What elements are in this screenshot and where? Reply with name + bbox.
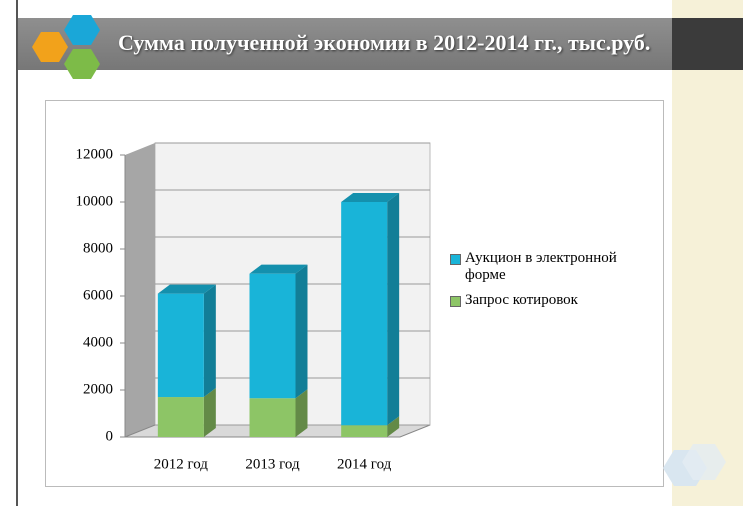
legend-label: Запрос котировок [465, 292, 578, 309]
slide: 0 2000 4000 6000 8000 10000 12000 2012 год 2013 … [0, 0, 743, 506]
legend-item: Аукцион в электронной форме [450, 250, 630, 284]
y-tick-label: 0 [106, 428, 114, 444]
bar [341, 425, 387, 437]
bar-side [204, 285, 216, 397]
bar-side [387, 193, 399, 425]
y-tick-label: 4000 [83, 334, 113, 350]
y-tick-label: 8000 [83, 240, 113, 256]
bar [250, 398, 296, 437]
bar-side [296, 265, 308, 399]
bar [158, 397, 204, 437]
bar [158, 294, 204, 397]
chart-title: Сумма полученной экономии в 2012-2014 гг… [118, 30, 650, 56]
side-wall [125, 143, 155, 437]
legend-item: Запрос котировок [450, 292, 630, 309]
chart: 0 2000 4000 6000 8000 10000 12000 2012 год 2013 … [0, 0, 743, 506]
x-tick-label: 2012 год [154, 456, 209, 472]
bar [250, 274, 296, 399]
y-tick-label: 6000 [83, 287, 113, 303]
legend-swatch [450, 254, 461, 265]
x-tick-label: 2014 год [337, 456, 392, 472]
y-tick-label: 10000 [76, 193, 114, 209]
legend: Аукцион в электронной форме Запрос котиро… [450, 250, 630, 317]
legend-swatch [450, 296, 461, 307]
y-tick-label: 12000 [76, 146, 114, 162]
legend-label: Аукцион в электронной форме [465, 250, 630, 284]
bar [341, 202, 387, 425]
x-tick-label: 2013 год [245, 456, 300, 472]
y-tick-label: 2000 [83, 381, 113, 397]
